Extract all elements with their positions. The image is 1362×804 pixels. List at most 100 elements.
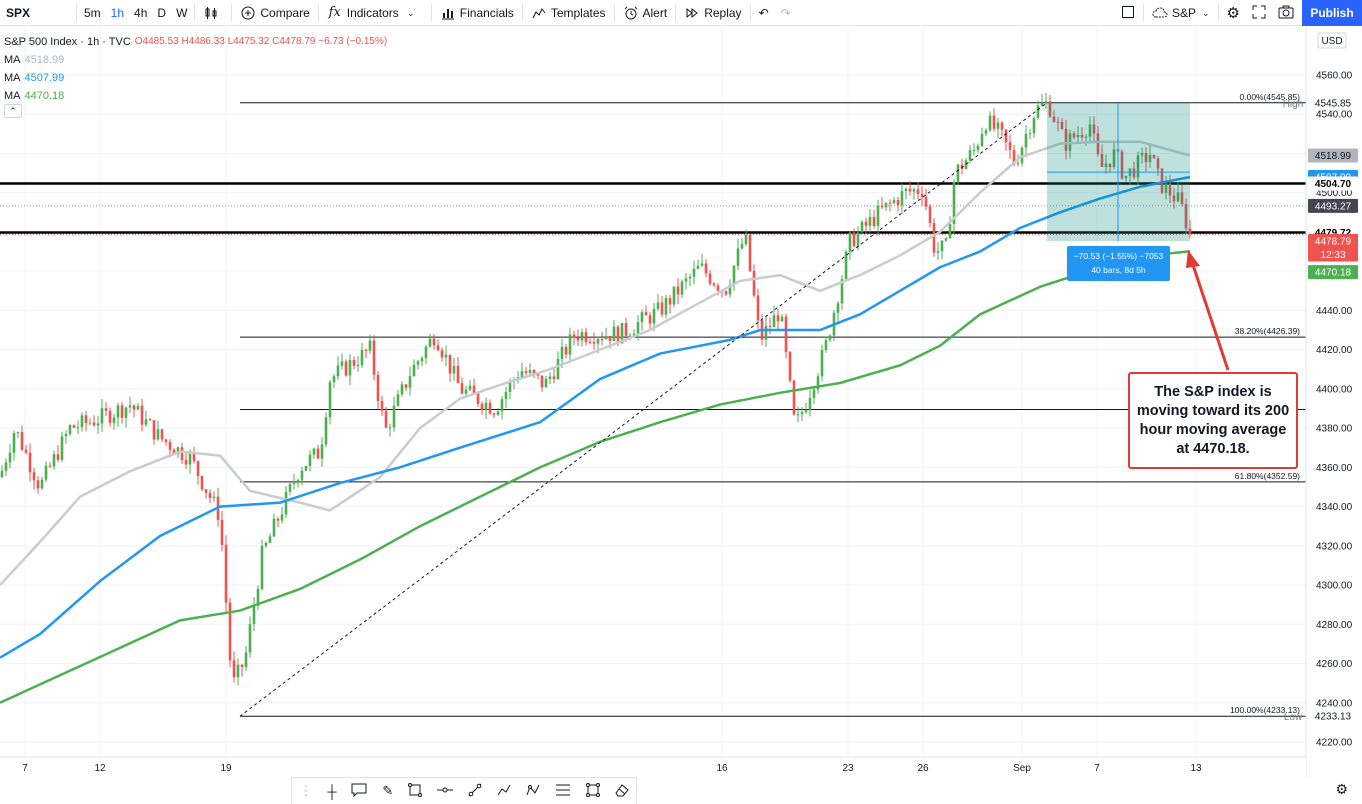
candle-body: [588, 341, 592, 343]
rectangle-tool-icon[interactable]: [408, 782, 423, 800]
candle-body: [192, 452, 196, 462]
polyline-tool-icon[interactable]: [526, 783, 540, 800]
candle-body: [1084, 136, 1088, 138]
price-chart[interactable]: 0.00%(4545.85) 38.20%(4426.39) 61.80%(4352…: [0, 27, 1362, 778]
candle-body: [1092, 124, 1096, 134]
price-tick: 4400.00: [1316, 384, 1353, 395]
trend-line-tool-icon[interactable]: [468, 783, 482, 800]
price-tick: 4500.00: [1316, 188, 1353, 199]
candle-body: [780, 316, 784, 322]
interval-4h[interactable]: 4h: [134, 5, 148, 20]
candle-body: [748, 234, 752, 271]
trend-line: [239, 102, 1048, 717]
eraser-tool-icon[interactable]: [614, 783, 629, 800]
snapshot-button[interactable]: [1272, 0, 1300, 26]
legend-ma-slow[interactable]: MA 4470.18: [4, 87, 387, 105]
candle-body: [732, 265, 736, 286]
candle-body: [1024, 133, 1028, 148]
time-axis[interactable]: 7 12 19 16 23 26 Sep 7 13: [0, 756, 1306, 778]
undo-button[interactable]: ↶: [753, 0, 775, 26]
candle-body: [940, 240, 944, 252]
candle-body: [572, 334, 576, 338]
interval-w[interactable]: W: [176, 5, 188, 20]
layout-menu[interactable]: S&P ⌄: [1146, 0, 1216, 26]
legend-ma-mid[interactable]: MA 4507.99: [4, 69, 387, 87]
candle-body: [884, 202, 888, 208]
date-price-range-tool-icon[interactable]: [555, 783, 571, 800]
drag-handle-icon[interactable]: ⋮: [299, 783, 313, 798]
candle-body: [428, 338, 432, 347]
interval-1h[interactable]: 1h: [110, 5, 125, 20]
cursor-tool-icon[interactable]: ┼: [327, 783, 337, 799]
price-label: 4233.13: [1315, 712, 1352, 723]
redo-button[interactable]: ↷: [775, 0, 797, 26]
candle-body: [656, 302, 660, 309]
measure-tool-icon[interactable]: [585, 782, 600, 800]
chart-settings-button[interactable]: ⚙: [1335, 781, 1348, 798]
price-axis[interactable]: USD4560.004540.004520.004500.004480.0044…: [1283, 27, 1362, 778]
candle-body: [1072, 133, 1076, 138]
candle-body: [536, 373, 540, 376]
time-tick: 16: [716, 763, 728, 774]
candle-body: [696, 265, 700, 269]
candle-body: [548, 376, 552, 379]
undo-icon: ↶: [758, 5, 769, 20]
candle-body: [292, 482, 296, 485]
candle-body: [260, 546, 264, 589]
candle-body: [912, 189, 916, 192]
interval-5m[interactable]: 5m: [84, 5, 101, 20]
interval-d[interactable]: D: [157, 5, 167, 20]
divider: [1217, 4, 1219, 22]
candle-body: [800, 412, 804, 415]
alert-button[interactable]: Alert: [617, 0, 674, 26]
candle-body: [464, 389, 468, 394]
candle-body: [296, 480, 300, 483]
price-tick: 4240.00: [1316, 698, 1353, 709]
fullscreen-button[interactable]: [1246, 0, 1272, 26]
candle-body: [24, 449, 28, 453]
candle-body: [124, 407, 128, 418]
legend-title[interactable]: S&P 500 Index · 1h · TVC: [4, 36, 131, 48]
candle-body: [820, 350, 824, 377]
horizontal-line-tool-icon[interactable]: [437, 783, 454, 800]
candle-body: [564, 346, 568, 355]
candle-body: [612, 326, 616, 342]
candle-body: [172, 449, 176, 455]
templates-button[interactable]: Templates: [525, 0, 612, 26]
collapse-legend-button[interactable]: ⌃: [4, 104, 22, 118]
compare-button[interactable]: Compare: [234, 0, 315, 26]
candle-body: [284, 491, 288, 515]
measure-change: −70.53 (−1.55%) −7053: [1073, 251, 1164, 261]
candle-body: [1164, 183, 1168, 193]
indicators-button[interactable]: fx Indicators ⌄: [321, 0, 429, 26]
candle-body: [1112, 149, 1116, 168]
replay-button[interactable]: Replay: [678, 0, 747, 26]
candle-body: [700, 263, 704, 266]
candle-body: [1076, 134, 1080, 138]
candle-body: [272, 518, 276, 537]
symbol-search[interactable]: SPX: [6, 5, 31, 20]
fullscreen-layout-button[interactable]: [1115, 0, 1141, 26]
financials-button[interactable]: Financials: [434, 0, 520, 26]
annotation-callout[interactable]: The S&P index is moving toward its 200 h…: [1128, 372, 1298, 469]
chart-type-button[interactable]: [197, 0, 229, 26]
callout-tool-icon[interactable]: [351, 783, 367, 800]
path-tool-icon[interactable]: [497, 783, 511, 800]
replay-icon: [684, 5, 700, 21]
legend-ma-fast[interactable]: MA 4518.99: [4, 51, 387, 69]
candle-body: [1152, 154, 1156, 159]
candle-body: [1012, 149, 1016, 165]
candle-body: [168, 442, 172, 450]
candle-body: [532, 370, 536, 374]
settings-button[interactable]: ⚙: [1221, 0, 1246, 26]
candle-body: [92, 422, 96, 426]
pencil-tool-icon[interactable]: ✎: [382, 783, 394, 798]
candle-body: [68, 425, 72, 434]
layout-name: S&P: [1171, 6, 1196, 20]
divider: [231, 3, 233, 22]
candle-body: [104, 408, 108, 411]
candle-body: [0, 470, 4, 478]
publish-button[interactable]: Publish: [1302, 0, 1362, 26]
candle-body: [64, 433, 68, 437]
candle-body: [368, 340, 372, 351]
